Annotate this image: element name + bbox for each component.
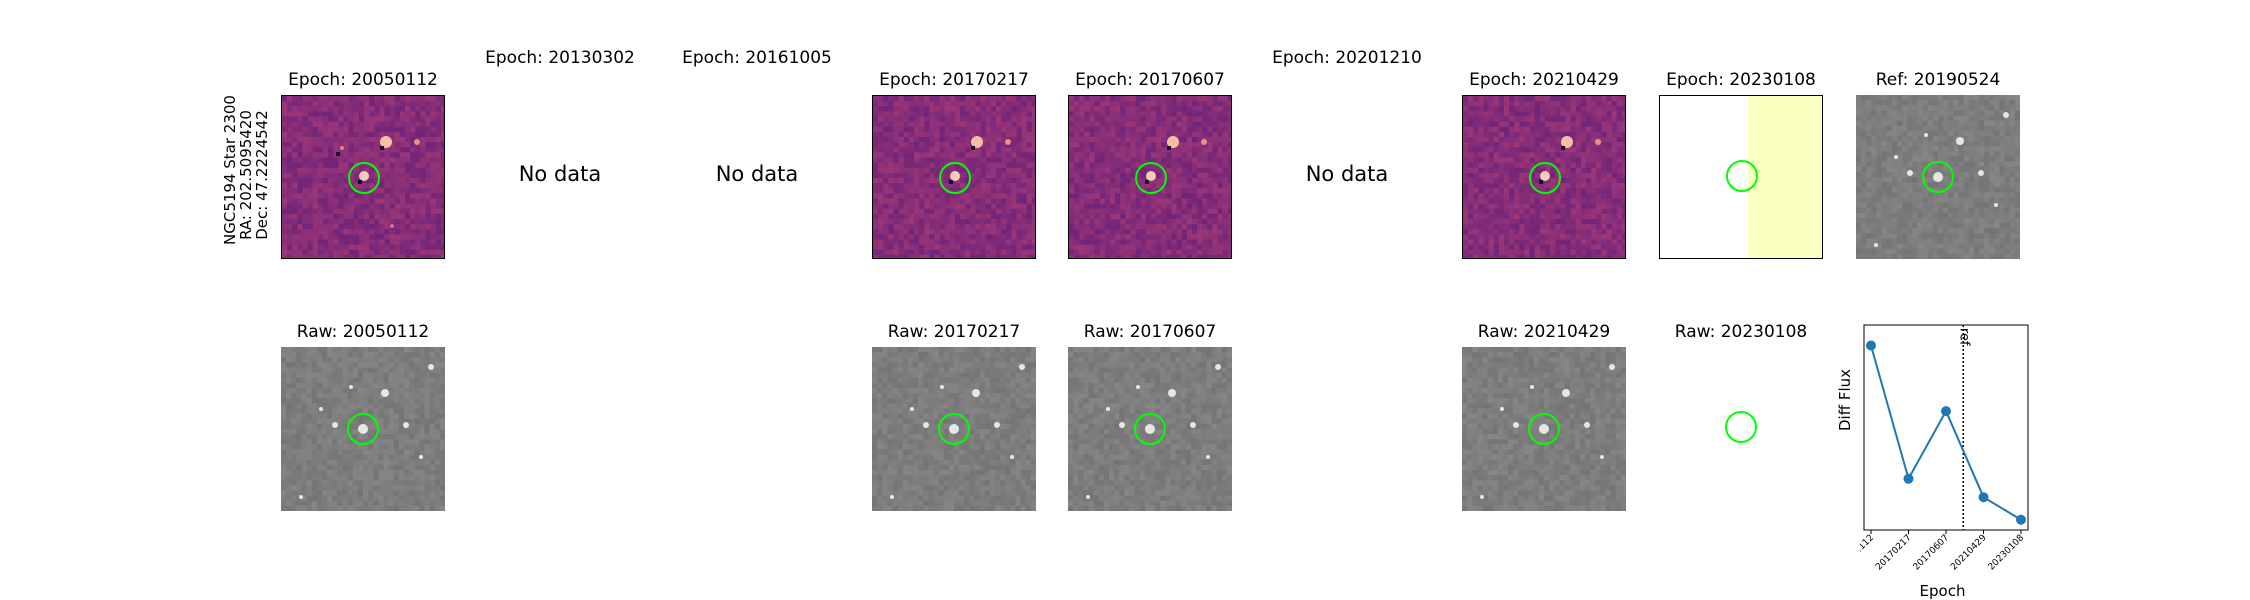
data-point — [2016, 514, 2026, 525]
difference-image — [1462, 95, 1626, 259]
raw-image — [1462, 347, 1626, 511]
panel-title: Epoch: 20170217 — [879, 70, 1029, 90]
light-curve-chart: ref 2005011220170217201706072021042920230… — [1860, 324, 2029, 573]
x-tick-label: 20230108 — [1987, 533, 2027, 573]
no-data-message: No data — [715, 162, 799, 186]
raw-image — [1068, 347, 1232, 511]
panel-title: Epoch: 20210429 — [1469, 70, 1619, 90]
x-tick-label: 20050112 — [1860, 533, 1876, 572]
difference-image — [1659, 95, 1823, 259]
target-name: NGC5194 Star 2300 — [221, 95, 239, 245]
target-dec: Dec: 47.2224542 — [253, 110, 271, 240]
raw-panel-title: Raw: 20210429 — [1477, 322, 1611, 342]
y-axis-label: Diff Flux — [1836, 369, 1854, 431]
panel-title: Epoch: 20170607 — [1075, 70, 1225, 90]
panel-title: Epoch: 20201210 — [1272, 48, 1422, 68]
panel-title: Epoch: 20130302 — [485, 48, 635, 68]
data-point — [1866, 340, 1876, 351]
no-data-message: No data — [1305, 162, 1389, 186]
panel-title: Ref: 20190524 — [1875, 70, 2001, 90]
target-label: NGC5194 Star 2300 RA: 202.5095420 Dec: 4… — [221, 95, 271, 245]
raw-panel-title: Raw: 20050112 — [296, 322, 430, 342]
x-tick-label: 20170217 — [1874, 533, 1913, 572]
data-point — [1903, 473, 1914, 484]
target-ra: RA: 202.5095420 — [237, 110, 255, 240]
data-point — [1978, 492, 1989, 503]
difference-image — [281, 95, 445, 259]
panel-title: Epoch: 20050112 — [288, 70, 438, 90]
x-axis-label: Epoch — [1919, 582, 1966, 600]
raw-panel-title: Raw: 20170217 — [887, 322, 1021, 342]
reference-line-label: ref — [1956, 328, 1971, 346]
data-point — [1941, 406, 1951, 417]
raw-image — [1659, 347, 1823, 511]
raw-image — [872, 347, 1036, 511]
panel-title: Epoch: 20230108 — [1666, 70, 1816, 90]
x-tick-label: 20210429 — [1949, 533, 1989, 573]
raw-panel-title: Raw: 20230108 — [1674, 322, 1808, 342]
x-tick-label: 20170607 — [1912, 533, 1951, 572]
reference-image — [1856, 95, 2020, 259]
difference-image — [1068, 95, 1232, 259]
difference-image — [872, 95, 1036, 259]
panel-title: Epoch: 20161005 — [682, 48, 832, 68]
no-data-message: No data — [518, 162, 602, 186]
raw-panel-title: Raw: 20170607 — [1083, 322, 1217, 342]
raw-image — [281, 347, 445, 511]
